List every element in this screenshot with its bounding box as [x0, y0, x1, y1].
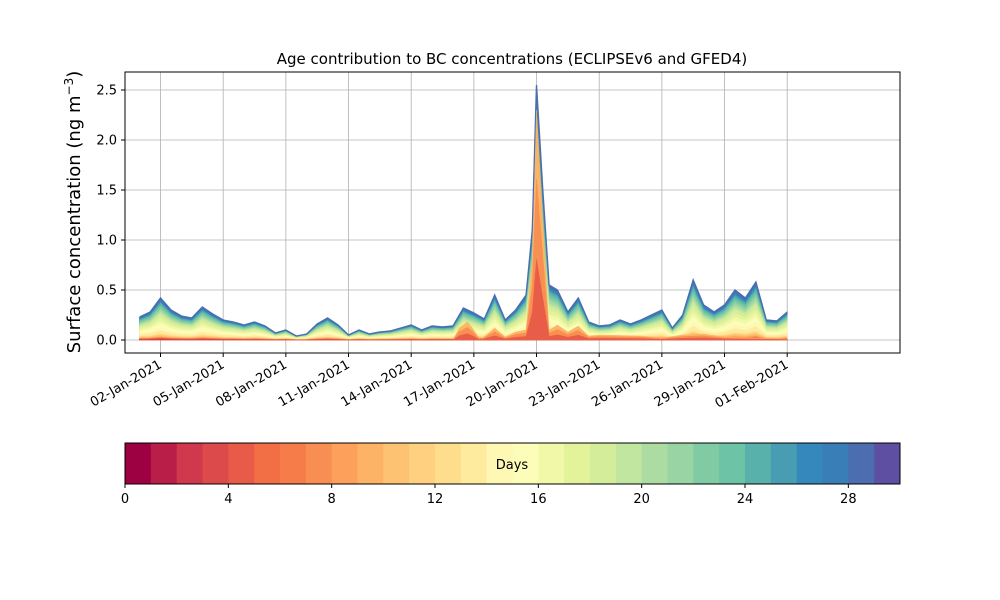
colorbar-label: Days: [496, 458, 529, 473]
colorbar-segment-7: [305, 443, 333, 484]
colorbar-segment-10: [383, 443, 410, 484]
colorbar-segment-9: [357, 443, 384, 484]
colorbar: [125, 443, 901, 484]
colorbar-axis: 0 4 8 12 16 20 24 28: [121, 484, 857, 507]
colorbar-tick-label: 4: [224, 492, 232, 507]
colorbar-segment-2: [176, 443, 203, 484]
y-tick-label: 0.5: [96, 284, 117, 299]
young-band-1: [139, 178, 788, 341]
colorbar-segment-26: [796, 443, 823, 484]
colorbar-segment-8: [331, 443, 358, 484]
young-age-series: [139, 109, 788, 341]
colorbar-segment-3: [202, 443, 229, 484]
colorbar-tick-label: 12: [427, 492, 444, 507]
age-band-13: [139, 281, 788, 341]
colorbar-tick-label: 8: [328, 492, 336, 507]
colorbar-segment-0: [125, 443, 152, 484]
colorbar-segment-22: [693, 443, 720, 484]
colorbar-segment-12: [435, 443, 462, 484]
colorbar-segment-27: [822, 443, 849, 484]
colorbar-segment-1: [150, 443, 178, 484]
colorbar-segment-21: [667, 443, 694, 484]
colorbar-segment-19: [615, 443, 643, 484]
colorbar-frame: [124, 442, 901, 485]
colorbar-segment-25: [770, 443, 798, 484]
young-band-2: [139, 259, 788, 341]
colorbar-tick-label: 20: [633, 492, 650, 507]
colorbar-segment-29: [874, 443, 901, 484]
colorbar-segment-11: [409, 443, 436, 484]
colorbar-segment-13: [460, 443, 488, 484]
colorbar-segment-23: [719, 443, 746, 484]
total-outline: [139, 84, 788, 337]
colorbar-segment-6: [280, 443, 307, 484]
x-axis: 02-Jan-202105-Jan-202108-Jan-202111-Jan-…: [88, 353, 791, 411]
colorbar-segment-18: [590, 443, 617, 484]
colorbar-segment-28: [848, 443, 875, 484]
y-axis: 0.0 0.5 1.0 1.5 2.0 2.5: [96, 84, 125, 349]
colorbar-segment-15: [512, 443, 539, 484]
y-axis-label: Surface concentration (ng m−3): [62, 71, 85, 354]
colorbar-segment-4: [228, 443, 255, 484]
stacked-area-series: [139, 84, 788, 341]
y-tick-label: 2.5: [96, 84, 117, 99]
colorbar-tick-label: 16: [530, 492, 547, 507]
colorbar-segment-24: [745, 443, 772, 484]
colorbar-segment-14: [486, 443, 513, 484]
y-tick-label: 0.0: [96, 334, 117, 349]
grid-lines: [125, 72, 900, 353]
y-tick-label: 1.5: [96, 184, 117, 199]
colorbar-segment-16: [538, 443, 565, 484]
chart-title: Age contribution to BC concentrations (E…: [277, 50, 748, 68]
y-tick-label: 2.0: [96, 134, 117, 149]
colorbar-tick-label: 0: [121, 492, 129, 507]
plot-frame: [124, 71, 901, 354]
colorbar-segment-5: [254, 443, 281, 484]
y-tick-label: 1.0: [96, 234, 117, 249]
colorbar-segment-17: [564, 443, 591, 484]
young-band-0: [139, 109, 788, 341]
colorbar-segment-20: [641, 443, 668, 484]
colorbar-tick-label: 28: [840, 492, 857, 507]
colorbar-tick-label: 24: [737, 492, 754, 507]
